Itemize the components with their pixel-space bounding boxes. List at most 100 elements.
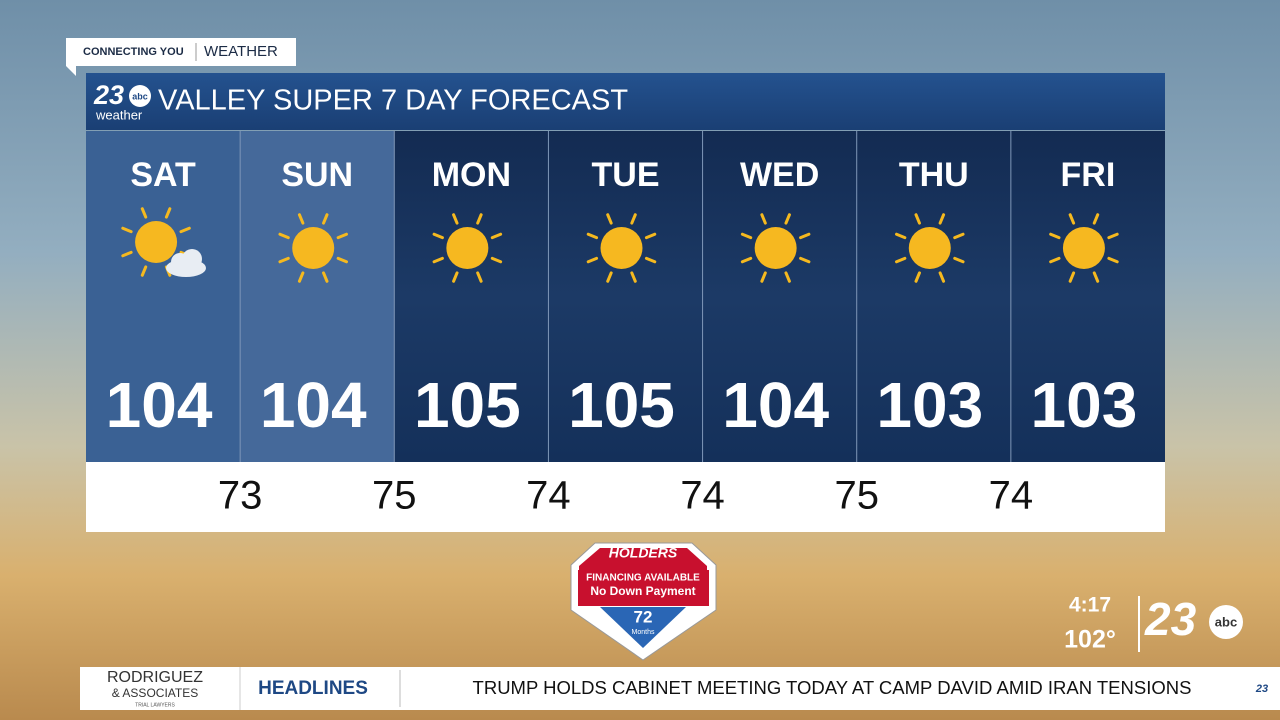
sun-ray — [336, 256, 348, 264]
sun-ray — [1068, 271, 1076, 283]
sun-disc — [600, 227, 643, 269]
sun-ray — [278, 256, 290, 264]
sun-ray — [121, 226, 133, 234]
high-temp: 104 — [722, 369, 829, 441]
sponsor-sub: & ASSOCIATES — [112, 686, 198, 700]
sun-icon — [740, 213, 811, 283]
low-temp: 74 — [989, 474, 1034, 518]
sun-ray — [278, 232, 290, 240]
sun-disc — [754, 227, 797, 269]
sun-ray — [322, 271, 329, 283]
sun-ray — [336, 232, 348, 240]
sun-ray — [760, 213, 767, 225]
ad-line1: FINANCING AVAILABLE — [586, 573, 700, 584]
day-column — [86, 131, 241, 462]
sun-ray — [476, 271, 483, 283]
header-title: VALLEY SUPER 7 DAY FORECAST — [158, 85, 628, 117]
sun-ray — [1092, 271, 1100, 283]
sun-icon — [895, 213, 965, 283]
sun-ray — [297, 271, 305, 283]
sun-disc — [908, 227, 951, 269]
ad-shield — [570, 542, 717, 661]
sun-ray — [1107, 256, 1119, 264]
status-logo-circle — [1209, 605, 1243, 639]
day-name: FRI — [1061, 156, 1116, 194]
tag-section: WEATHER — [204, 43, 278, 60]
sun-ray — [432, 232, 444, 240]
low-temp: 73 — [218, 474, 263, 518]
header-logo-number: 23 — [93, 80, 124, 110]
sun-ray — [953, 232, 965, 240]
sun-ray — [1049, 256, 1061, 264]
sun-ray — [895, 256, 907, 264]
sun-ray — [799, 256, 811, 264]
sun-ray — [476, 213, 483, 225]
day-column — [240, 131, 395, 462]
high-temp: 105 — [568, 369, 675, 441]
lows: 73 75 74 74 75 74 — [218, 474, 1033, 518]
sun-ray — [914, 271, 921, 283]
sun-ray — [953, 256, 965, 264]
current-temp: 102° — [1064, 626, 1116, 654]
status-logo-network: abc — [1215, 614, 1237, 629]
sun-ray — [914, 213, 921, 225]
low-temp: 74 — [526, 474, 571, 518]
header-logo-sub: weather — [95, 107, 143, 122]
low-temp: 74 — [680, 474, 725, 518]
cloud-icon — [166, 249, 206, 277]
status-logo-number: 23 — [1144, 593, 1197, 645]
sun-disc — [446, 227, 489, 269]
day-name: SUN — [281, 156, 353, 194]
day-name: SAT — [130, 156, 196, 194]
sun-ray — [179, 226, 191, 234]
lows-row — [86, 462, 1165, 532]
sun-ray — [432, 256, 444, 264]
sun-ray — [938, 271, 946, 283]
sun-ray — [586, 232, 599, 240]
clock-time: 4:17 — [1069, 594, 1111, 617]
sun-ray — [606, 213, 613, 225]
tag-box — [66, 38, 296, 66]
day-column — [394, 131, 549, 462]
sun-ray — [164, 207, 172, 219]
day-name: TUE — [592, 156, 660, 194]
low-temp: 75 — [372, 474, 417, 518]
ad-line2: No Down Payment — [590, 584, 695, 598]
high-temp: 105 — [414, 369, 521, 441]
sun-ray — [644, 256, 657, 264]
sun-ray — [630, 213, 637, 225]
day-column — [1010, 131, 1165, 462]
sun-ray — [586, 256, 599, 264]
low-temp: 75 — [834, 474, 879, 518]
sun-ray — [784, 213, 791, 225]
sun-ray — [322, 213, 329, 225]
tag-pointer — [66, 66, 76, 76]
sun-ray — [1068, 213, 1076, 225]
sun-ray — [1107, 232, 1119, 240]
sun-ray — [490, 256, 503, 264]
high-temp: 103 — [876, 369, 983, 441]
sun-ray — [1049, 232, 1061, 240]
sun-ray — [895, 232, 907, 240]
sun-icon — [278, 213, 348, 283]
sun-ray — [297, 213, 305, 225]
ticker-logo: 23 — [1255, 683, 1268, 695]
day-name: MON — [432, 156, 511, 194]
sun-ray — [760, 271, 767, 283]
day-column — [548, 131, 703, 462]
ad-number: 72 — [634, 607, 653, 626]
sun-ray — [140, 265, 148, 277]
sponsor-tag: TRIAL LAWYERS — [135, 702, 175, 708]
sun-icon — [586, 213, 657, 283]
high-temp: 104 — [106, 369, 213, 441]
sun-disc — [292, 227, 335, 269]
sun-ray — [1092, 213, 1100, 225]
sun-ray — [799, 232, 811, 240]
day-name: WED — [740, 156, 819, 194]
sun-ray — [490, 232, 503, 240]
header-logo-circle — [129, 85, 151, 107]
header-bar — [86, 73, 1165, 130]
ad-unit: Months — [632, 629, 655, 636]
